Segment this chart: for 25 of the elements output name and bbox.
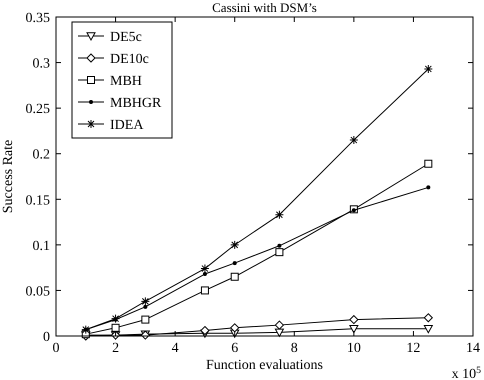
x-tick-label: 8 [290,341,298,356]
y-tick-label: 0.3 [32,56,50,72]
y-tick-label: 0.1 [32,238,50,254]
x-tick-label: 12 [406,341,420,356]
x-tick-label: 6 [231,341,238,356]
text: x 10$^{5}$ [452,364,482,380]
chart-title: Cassini with DSM’s [212,0,317,15]
legend-label: DE5c [110,30,142,45]
x-tick-label: 10 [346,341,361,356]
x-tick-label: 2 [112,341,120,356]
x-tick-label: 0 [52,341,60,356]
y-tick-label: 0.35 [26,11,50,26]
legend-label: MBHGR [110,96,162,111]
x-axis-title: Function evaluations [206,358,324,373]
x-tick-label: 4 [172,341,179,356]
y-tick-label: 0.2 [32,148,50,163]
legend-label: IDEA [110,118,144,133]
y-tick-label: 0.15 [26,193,50,208]
y-tick-label: 0.05 [26,284,50,300]
y-axis-title: Success Rate [1,140,16,214]
x-tick-label: 14 [466,341,480,356]
y-tick-label: 0 [43,330,50,345]
legend-label: DE10c [110,52,149,67]
y-tick-label: 0.25 [26,102,50,118]
legend-label: MBH [110,74,142,89]
